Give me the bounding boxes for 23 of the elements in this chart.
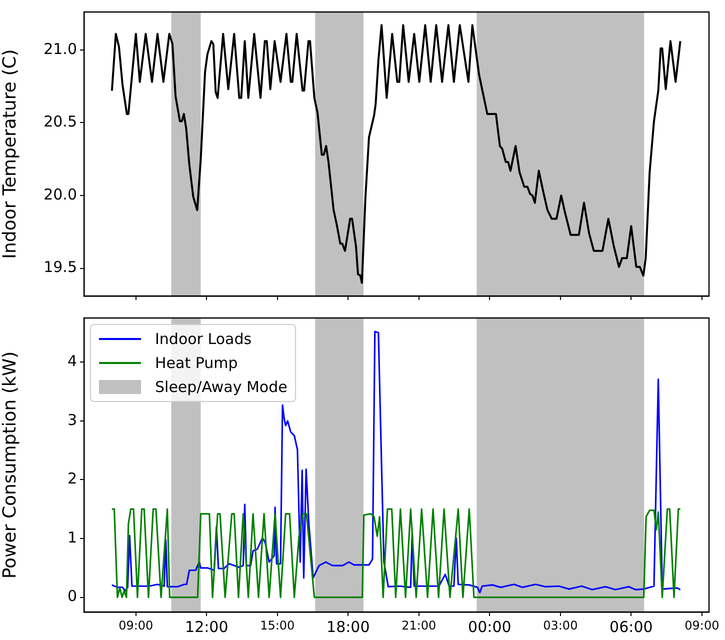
band-label: Sleep/Away Mode: [155, 377, 288, 398]
y-tick-label: 0: [67, 587, 77, 606]
x-tick-label: 03:00: [543, 618, 578, 632]
x-tick-label: 09:00: [118, 618, 154, 632]
y-tick-label: 1: [67, 528, 77, 546]
y-axis-title: Power Consumption (kW): [0, 351, 20, 579]
y-tick-label: 19.5: [44, 258, 77, 276]
y-tick-label: 20.0: [44, 185, 77, 204]
y-axis-title: Indoor Temperature (C): [0, 49, 20, 259]
x-tick-label: 00:00: [468, 618, 512, 636]
x-tick-label: 09:00: [684, 618, 720, 632]
x-tick-label: 21:00: [402, 618, 436, 632]
legend-label: Indoor Loads: [155, 329, 252, 350]
y-tick-label: 20.5: [44, 112, 77, 131]
y-tick-label: 21.0: [44, 40, 77, 58]
legend-label: Heat Pump: [155, 353, 238, 374]
x-tick-label: 12:00: [185, 618, 228, 636]
y-tick-label: 3: [67, 410, 77, 429]
y-tick-label: 4: [67, 352, 77, 370]
x-tick-label: 15:00: [260, 618, 295, 632]
x-tick-label: 18:00: [326, 618, 370, 636]
x-tick-label: 06:00: [610, 618, 653, 636]
y-tick-label: 2: [67, 470, 77, 488]
